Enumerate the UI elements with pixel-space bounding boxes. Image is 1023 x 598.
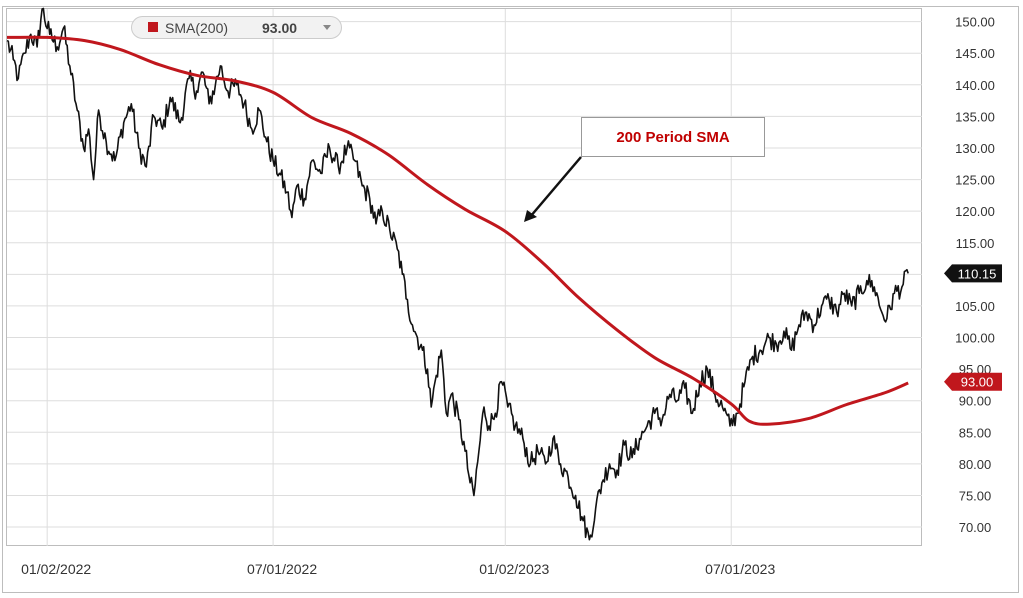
y-tick-label: 140.00 — [955, 78, 995, 93]
legend-swatch — [148, 22, 158, 32]
y-tick-label: 75.00 — [959, 488, 992, 503]
y-tick-label: 80.00 — [959, 457, 992, 472]
legend-value: 93.00 — [262, 20, 297, 36]
last-price-badge: 110.15 — [944, 264, 1002, 283]
y-tick-label: 100.00 — [955, 331, 995, 346]
legend[interactable]: SMA(200) 93.00 — [131, 16, 342, 39]
y-tick-label: 85.00 — [959, 425, 992, 440]
legend-chip[interactable] — [131, 16, 342, 39]
vertical-gridlines — [46, 9, 732, 546]
sma-value-badge-shape — [944, 372, 1002, 391]
y-axis-ticks: 70.0075.0080.0085.0090.0095.00100.00105.… — [955, 15, 995, 535]
x-axis-ticks: 01/02/2022 07/01/2022 01/02/2023 07/01/2023 — [21, 561, 775, 577]
annotation-text: 200 Period SMA — [616, 129, 730, 146]
legend-dropdown-icon[interactable] — [323, 25, 331, 30]
y-tick-label: 135.00 — [955, 109, 995, 124]
last-price-badge-shape — [944, 264, 1002, 283]
annotation-arrow — [529, 156, 582, 218]
sma-series-line — [6, 35, 909, 426]
sma-value-badge: 93.00 — [944, 372, 1002, 391]
y-tick-label: 115.00 — [956, 236, 995, 251]
chart-frame — [2, 6, 1019, 593]
plot-area — [6, 8, 922, 546]
legend-label: SMA(200) — [165, 20, 228, 36]
x-tick-label: 07/01/2023 — [705, 561, 775, 577]
annotation-arrowhead — [524, 210, 537, 222]
price-series-line — [6, 7, 909, 541]
sma-value-badge-text: 93.00 — [961, 375, 994, 390]
x-tick-label: 01/02/2022 — [21, 561, 91, 577]
y-tick-label: 125.00 — [955, 173, 995, 188]
x-tick-label: 07/01/2022 — [247, 561, 317, 577]
x-tick-label: 01/02/2023 — [479, 561, 549, 577]
y-tick-label: 90.00 — [959, 394, 992, 409]
annotation: 200 Period SMA — [524, 117, 765, 222]
y-tick-label: 150.00 — [955, 15, 995, 30]
y-tick-label: 70.00 — [959, 520, 992, 535]
last-price-badge-text: 110.15 — [958, 266, 997, 281]
annotation-box — [581, 117, 765, 157]
y-tick-label: 120.00 — [955, 204, 995, 219]
y-tick-label: 130.00 — [955, 141, 995, 156]
y-tick-label: 145.00 — [955, 46, 995, 61]
y-tick-label: 105.00 — [955, 299, 995, 314]
